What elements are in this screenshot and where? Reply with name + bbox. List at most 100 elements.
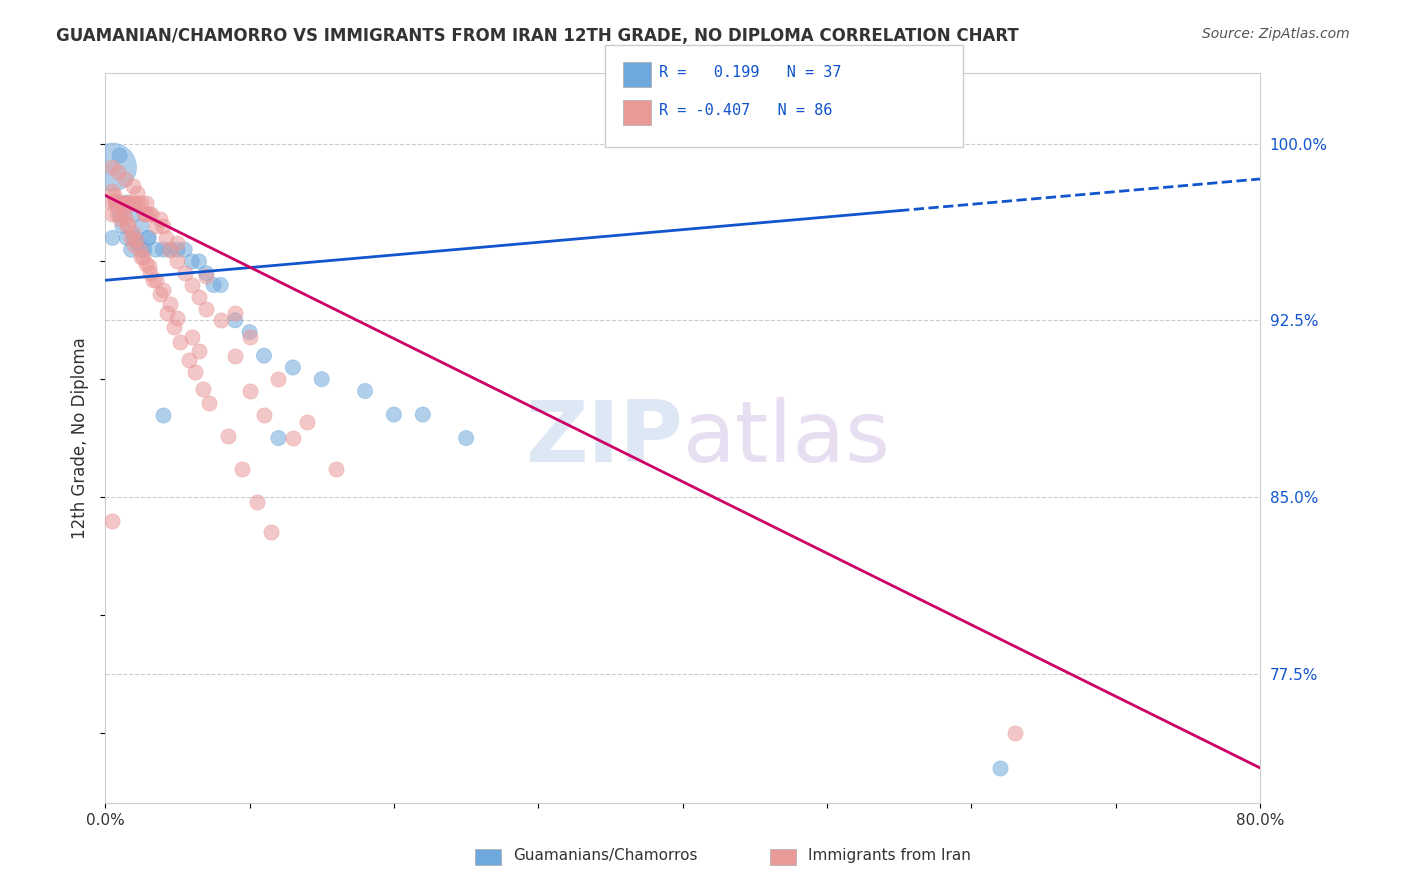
Point [101, 231, 124, 245]
Point [382, 408, 405, 422]
Point [1004, 725, 1026, 739]
Point [135, 257, 157, 271]
Point [166, 235, 188, 250]
Text: Immigrants from Iran: Immigrants from Iran [808, 848, 972, 863]
Point [117, 195, 139, 210]
Point [111, 195, 134, 210]
Point [159, 243, 181, 257]
Point [152, 243, 174, 257]
Point [108, 195, 131, 210]
Point [209, 313, 232, 327]
Point [281, 360, 304, 375]
Point [104, 193, 127, 207]
Point [111, 202, 134, 217]
Point [988, 761, 1011, 775]
Point [325, 461, 347, 475]
Point [135, 207, 157, 221]
Point [129, 250, 152, 264]
Point [224, 349, 246, 363]
Y-axis label: 12th Grade, No Diploma: 12th Grade, No Diploma [72, 337, 89, 539]
Point [145, 219, 167, 233]
Point [114, 172, 136, 186]
Point [238, 325, 260, 339]
Point [180, 254, 202, 268]
Point [117, 217, 139, 231]
Point [121, 226, 143, 240]
Point [253, 408, 276, 422]
Point [152, 283, 174, 297]
Point [297, 415, 319, 429]
Point [107, 165, 129, 179]
Point [238, 330, 260, 344]
Point [101, 184, 124, 198]
Point [195, 266, 218, 280]
Point [122, 207, 145, 221]
Point [139, 266, 162, 280]
Point [107, 195, 129, 210]
Point [183, 365, 205, 379]
Point [115, 231, 138, 245]
Point [173, 266, 195, 280]
Point [188, 254, 211, 268]
Point [134, 207, 156, 221]
Point [138, 207, 160, 221]
Point [177, 353, 200, 368]
Point [104, 195, 127, 210]
Point [224, 306, 246, 320]
Point [152, 408, 174, 422]
Point [128, 243, 150, 257]
Point [198, 396, 221, 410]
Point [311, 372, 333, 386]
Point [152, 219, 174, 233]
Point [145, 273, 167, 287]
Point [209, 277, 232, 292]
Text: ZIP: ZIP [524, 397, 682, 480]
Point [121, 179, 143, 194]
Point [120, 195, 142, 210]
Point [120, 243, 142, 257]
Point [412, 408, 434, 422]
Point [101, 160, 124, 174]
Point [166, 254, 188, 268]
Point [120, 231, 142, 245]
Point [114, 210, 136, 224]
Text: R =   0.199   N = 37: R = 0.199 N = 37 [659, 65, 842, 80]
Point [134, 243, 156, 257]
Point [267, 372, 290, 386]
Point [253, 349, 276, 363]
Point [124, 233, 146, 247]
Point [163, 320, 186, 334]
Point [169, 334, 191, 349]
Point [142, 273, 165, 287]
Point [108, 207, 131, 221]
Point [122, 231, 145, 245]
Point [122, 195, 145, 210]
Point [138, 259, 160, 273]
Point [115, 219, 138, 233]
Point [115, 195, 138, 210]
Point [101, 207, 124, 221]
Point [260, 525, 283, 540]
Text: R = -0.407   N = 86: R = -0.407 N = 86 [659, 103, 832, 118]
Point [101, 195, 124, 210]
Point [454, 431, 477, 445]
Point [138, 231, 160, 245]
Point [195, 301, 218, 316]
Point [111, 219, 134, 233]
Point [145, 243, 167, 257]
Point [180, 277, 202, 292]
Point [155, 231, 177, 245]
Point [112, 195, 135, 210]
Text: atlas: atlas [682, 397, 890, 480]
Point [105, 207, 128, 221]
Point [159, 297, 181, 311]
Point [141, 207, 163, 221]
Point [129, 195, 152, 210]
Text: Guamanians/Chamorros: Guamanians/Chamorros [513, 848, 697, 863]
Point [108, 148, 131, 162]
Point [224, 313, 246, 327]
Point [166, 310, 188, 325]
Point [354, 384, 377, 398]
Point [231, 461, 253, 475]
Point [217, 429, 239, 443]
